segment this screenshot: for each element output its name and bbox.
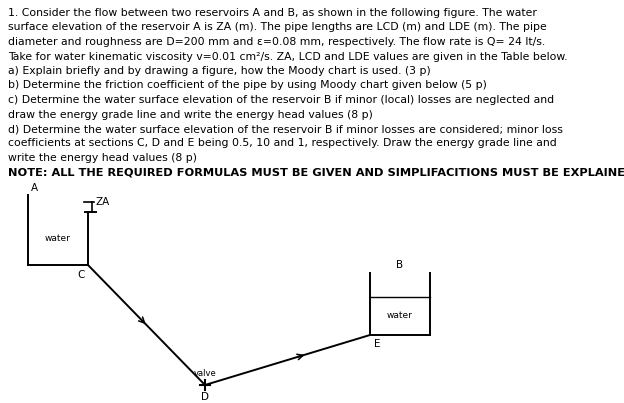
- Text: NOTE: ALL THE REQUIRED FORMULAS MUST BE GIVEN AND SIMPLIFACITIONS MUST BE EXPLAI: NOTE: ALL THE REQUIRED FORMULAS MUST BE …: [8, 168, 624, 177]
- Text: 1. Consider the flow between two reservoirs A and B, as shown in the following f: 1. Consider the flow between two reservo…: [8, 8, 537, 18]
- Text: b) Determine the friction coefficient of the pipe by using Moody chart given bel: b) Determine the friction coefficient of…: [8, 81, 487, 91]
- Text: write the energy head values (8 p): write the energy head values (8 p): [8, 153, 197, 163]
- Text: water: water: [387, 312, 413, 320]
- Text: B: B: [396, 260, 404, 270]
- Text: a) Explain briefly and by drawing a figure, how the Moody chart is used. (3 p): a) Explain briefly and by drawing a figu…: [8, 66, 431, 76]
- Text: C: C: [77, 270, 85, 280]
- Text: coefficients at sections C, D and E being 0.5, 10 and 1, respectively. Draw the : coefficients at sections C, D and E bein…: [8, 139, 557, 148]
- Text: Take for water kinematic viscosity v=0.01 cm²/s. ZA, LCD and LDE values are give: Take for water kinematic viscosity v=0.0…: [8, 52, 568, 62]
- Text: E: E: [374, 339, 381, 349]
- Text: D: D: [201, 392, 209, 402]
- Text: water: water: [45, 234, 71, 243]
- Text: d) Determine the water surface elevation of the reservoir B if minor losses are : d) Determine the water surface elevation…: [8, 124, 563, 134]
- Text: surface elevation of the reservoir A is ZA (m). The pipe lengths are LCD (m) and: surface elevation of the reservoir A is …: [8, 23, 547, 33]
- Text: ZA: ZA: [96, 197, 110, 207]
- Text: valve: valve: [193, 369, 217, 378]
- Text: diameter and roughness are D=200 mm and ε=0.08 mm, respectively. The flow rate i: diameter and roughness are D=200 mm and …: [8, 37, 545, 47]
- Text: c) Determine the water surface elevation of the reservoir B if minor (local) los: c) Determine the water surface elevation…: [8, 95, 554, 105]
- Text: draw the energy grade line and write the energy head values (8 p): draw the energy grade line and write the…: [8, 110, 373, 120]
- Text: A: A: [31, 183, 37, 193]
